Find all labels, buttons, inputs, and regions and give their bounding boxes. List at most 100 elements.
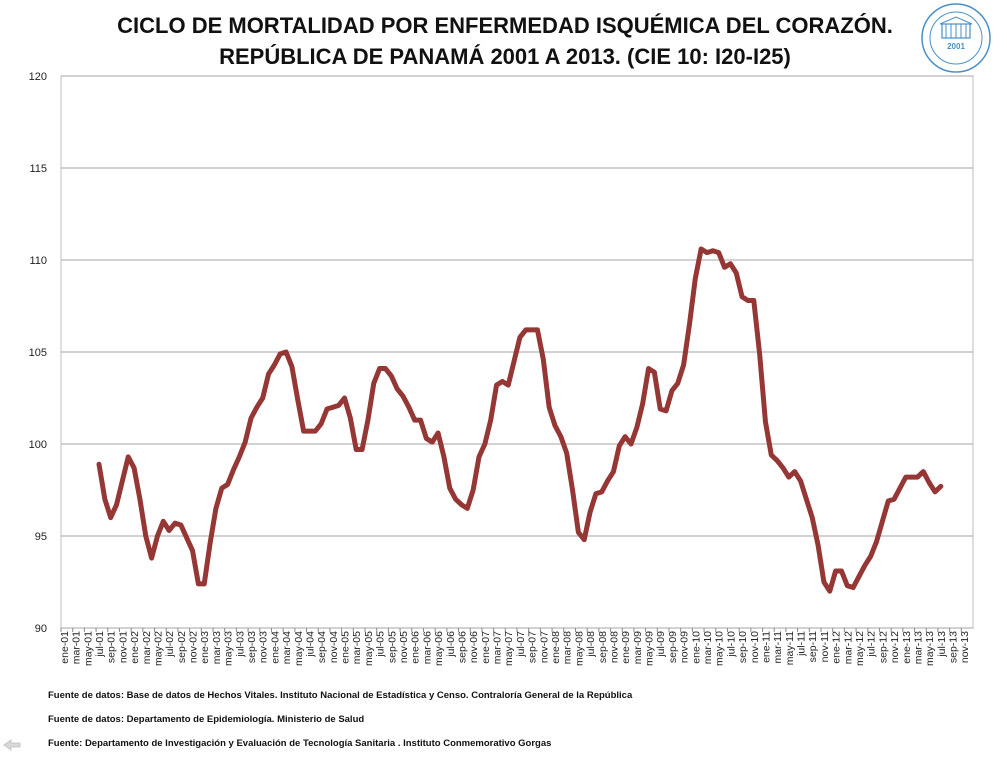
x-tick-label: nov-03 <box>258 631 270 663</box>
data-point <box>219 485 224 491</box>
data-point <box>108 515 113 520</box>
x-tick-label: sep-05 <box>386 631 398 663</box>
data-point <box>815 543 821 548</box>
x-tick-label: sep-04 <box>316 631 328 663</box>
sources-block: Fuente de datos: Base de datos de Hechos… <box>48 689 948 761</box>
data-point <box>605 478 610 483</box>
back-arrow-icon[interactable] <box>2 738 22 752</box>
x-tick-label: ene-01 <box>59 631 71 664</box>
data-point <box>494 382 499 388</box>
x-tick-label: ene-10 <box>690 631 702 664</box>
x-tick-label: sep-13 <box>948 631 960 663</box>
x-tick-label: jul-09 <box>655 631 667 658</box>
x-tick-label: jul-12 <box>866 631 878 658</box>
svg-text:2001: 2001 <box>947 42 965 51</box>
data-point <box>587 509 593 515</box>
x-tick-label: jul-07 <box>515 631 527 658</box>
source-note-2: Fuente de datos: Departamento de Epidemi… <box>48 714 365 725</box>
data-point <box>330 405 336 410</box>
data-point <box>535 327 540 333</box>
x-tick-label: mar-13 <box>912 631 924 664</box>
x-tick-label: nov-09 <box>679 631 691 663</box>
x-tick-label: mar-03 <box>211 631 223 664</box>
x-tick-label: may-02 <box>152 631 164 666</box>
data-point <box>658 406 663 412</box>
data-point <box>628 441 634 447</box>
series-line <box>96 246 944 594</box>
data-point <box>470 487 476 493</box>
data-point <box>365 417 371 423</box>
data-point <box>394 386 400 391</box>
data-point <box>558 434 564 439</box>
x-tick-label: may-13 <box>924 631 936 666</box>
data-point <box>178 522 184 528</box>
data-point <box>710 248 716 253</box>
data-point <box>552 423 558 428</box>
x-tick-label: ene-07 <box>480 631 492 664</box>
data-point <box>716 250 721 255</box>
data-point <box>856 574 862 579</box>
data-point <box>254 405 260 410</box>
x-tick-label: jul-02 <box>164 631 176 658</box>
y-tick-label: 120 <box>29 71 47 83</box>
x-tick-label: may-06 <box>433 631 445 666</box>
data-point <box>850 585 856 590</box>
x-tick-label: ene-05 <box>340 631 352 664</box>
x-tick-label: may-05 <box>363 631 375 666</box>
data-point <box>476 454 482 460</box>
data-point <box>488 417 493 423</box>
data-point <box>359 447 365 452</box>
data-point <box>827 589 832 594</box>
x-tick-label: ene-13 <box>901 631 913 664</box>
y-tick-label: 95 <box>35 531 47 543</box>
x-tick-label: mar-02 <box>141 631 153 664</box>
x-tick-label: ene-08 <box>550 631 562 664</box>
x-tick-label: nov-11 <box>819 631 831 662</box>
data-point <box>511 359 517 364</box>
data-point <box>880 519 885 524</box>
data-point <box>336 403 341 408</box>
x-tick-label: ene-04 <box>269 631 281 664</box>
chart-title-line-2: REPÚBLICA DE PANAMÁ 2001 A 2013. (CIE 10… <box>219 44 791 69</box>
data-point <box>663 408 669 414</box>
data-point <box>868 554 873 559</box>
data-point <box>313 428 318 434</box>
data-point <box>213 506 219 511</box>
data-point <box>915 474 920 480</box>
data-point <box>102 497 108 502</box>
data-point <box>166 528 172 533</box>
data-point <box>780 465 786 471</box>
x-tick-label: nov-08 <box>608 631 620 663</box>
x-tick-label: ene-03 <box>199 631 211 664</box>
data-point <box>295 397 300 403</box>
x-tick-label: may-11 <box>784 631 796 665</box>
x-tick-label: jul-13 <box>936 631 948 658</box>
data-point <box>546 405 552 410</box>
x-tick-label: mar-10 <box>702 631 714 664</box>
data-point <box>704 250 710 255</box>
institution-seal-logo: 2001 <box>921 3 991 73</box>
data-point <box>441 454 447 460</box>
data-point <box>400 393 406 399</box>
data-point <box>260 395 265 401</box>
data-point <box>231 467 236 472</box>
x-tick-label: mar-12 <box>842 631 854 664</box>
data-point <box>430 439 435 445</box>
x-tick-label: mar-05 <box>351 631 363 664</box>
data-point <box>634 425 640 430</box>
x-tick-label: may-10 <box>714 631 726 666</box>
data-point <box>745 298 751 303</box>
data-point <box>307 428 312 434</box>
data-point <box>248 416 254 421</box>
x-tick-label: mar-08 <box>562 631 574 664</box>
x-tick-label: sep-11 <box>807 631 819 662</box>
x-tick-label: may-01 <box>82 631 94 666</box>
data-point <box>874 539 879 544</box>
x-tick-label: sep-06 <box>456 631 468 663</box>
data-point <box>412 417 417 423</box>
x-tick-label: mar-04 <box>281 631 293 664</box>
data-point <box>810 515 815 520</box>
x-tick-label: nov-02 <box>188 631 200 663</box>
data-point <box>242 439 248 445</box>
data-point <box>126 454 131 460</box>
